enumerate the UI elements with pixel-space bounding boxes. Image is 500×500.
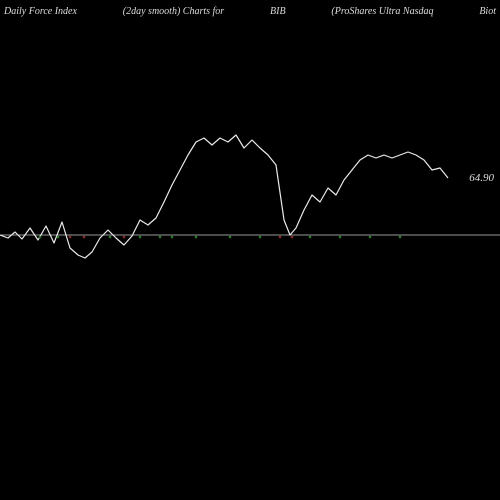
indicator-dot <box>339 236 342 239</box>
indicator-dot <box>139 236 142 239</box>
chart-area: 64.90 <box>0 20 500 480</box>
title-ticker: BIB <box>270 6 286 17</box>
title-left: Daily Force Index <box>4 6 77 17</box>
indicator-dot <box>159 236 162 239</box>
title-mid1: (2day smooth) Charts for <box>123 6 224 17</box>
force-index-chart <box>0 20 500 480</box>
indicator-dot <box>195 236 198 239</box>
indicator-dot <box>279 236 282 239</box>
indicator-dot <box>123 236 126 239</box>
indicator-dot <box>83 236 86 239</box>
indicator-dot <box>259 236 262 239</box>
price-line <box>0 135 448 258</box>
indicator-dot <box>171 236 174 239</box>
title-right: Biot <box>479 6 496 17</box>
indicator-dot <box>399 236 402 239</box>
indicator-dot <box>57 236 60 239</box>
indicator-dot <box>229 236 232 239</box>
indicator-dot <box>309 236 312 239</box>
title-mid2: (ProShares Ultra Nasdaq <box>331 6 433 17</box>
indicator-dot <box>369 236 372 239</box>
indicator-dot <box>109 236 112 239</box>
indicator-dot <box>69 236 72 239</box>
indicator-dot <box>39 236 42 239</box>
indicator-dot <box>291 236 294 239</box>
chart-title-row: Daily Force Index (2day smooth) Charts f… <box>0 6 500 17</box>
last-value-label: 64.90 <box>469 172 494 184</box>
